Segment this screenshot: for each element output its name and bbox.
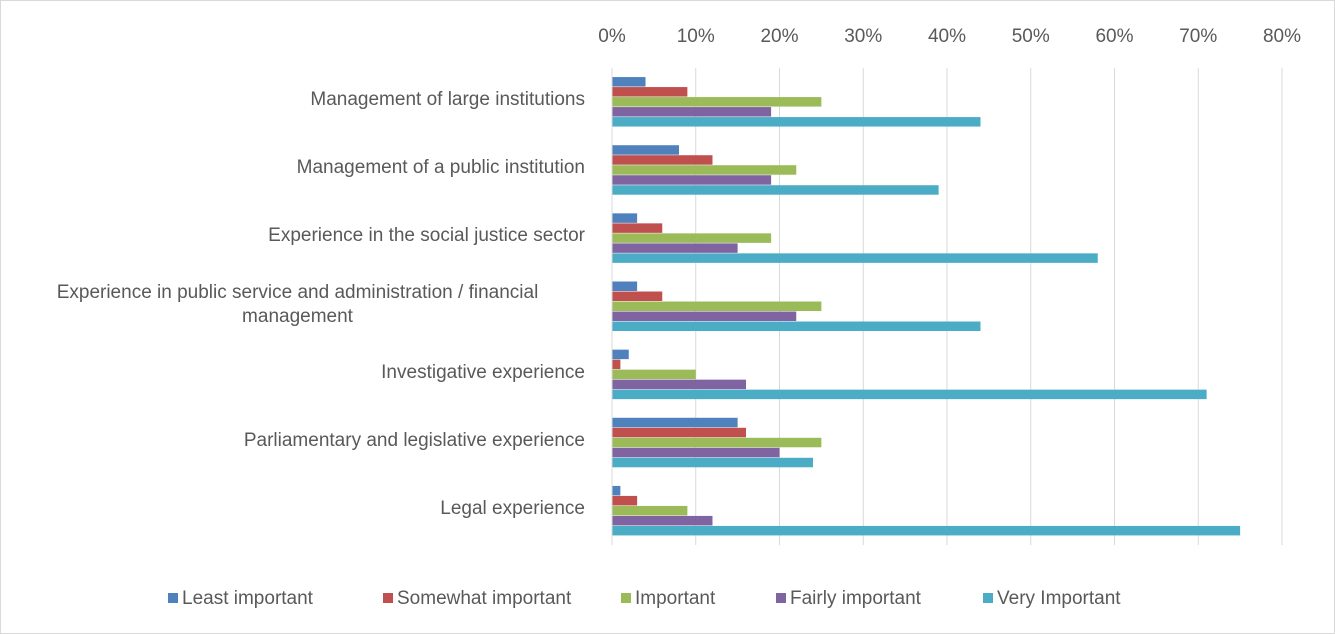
- category-text: Management of a public institution: [296, 157, 585, 179]
- bar: [612, 213, 638, 223]
- bar: [612, 349, 629, 360]
- bar: [612, 379, 746, 390]
- legend-swatch: [983, 593, 993, 603]
- bar: [612, 515, 713, 526]
- x-tick-label: 20%: [760, 26, 798, 47]
- legend-label: Somewhat important: [397, 588, 572, 609]
- bar: [612, 281, 638, 291]
- category-label: Experience in the social justice sector: [268, 224, 585, 248]
- category-label: Legal experience: [440, 497, 585, 521]
- bar: [612, 165, 797, 175]
- bar: [612, 447, 780, 458]
- legend-swatch: [168, 593, 178, 603]
- category-label: Investigative experience: [381, 361, 585, 385]
- legend-label: Least important: [182, 588, 314, 609]
- bar: [612, 77, 646, 87]
- bar: [612, 321, 981, 331]
- bar: [612, 117, 981, 127]
- x-tick-label: 70%: [1179, 26, 1217, 47]
- bar: [612, 457, 813, 468]
- bar: [612, 155, 713, 165]
- bar: [612, 505, 688, 516]
- category-label: Management of large institutions: [310, 88, 585, 112]
- x-tick-label: 80%: [1263, 26, 1301, 47]
- bar: [612, 233, 772, 243]
- bar: [612, 485, 621, 496]
- bar: [612, 253, 1098, 263]
- x-tick-label: 10%: [677, 26, 715, 47]
- bar: [612, 369, 696, 380]
- category-label: Experience in public service and adminis…: [10, 281, 585, 329]
- bar: [612, 417, 738, 428]
- bar: [612, 243, 738, 253]
- bar: [612, 107, 772, 117]
- bar: [612, 525, 1241, 536]
- bar: [612, 427, 746, 438]
- bar: [612, 301, 822, 311]
- bar: [612, 437, 822, 448]
- legend-swatch: [383, 593, 393, 603]
- bar: [612, 311, 797, 321]
- x-tick-label: 30%: [844, 26, 882, 47]
- x-tick-label: 60%: [1095, 26, 1133, 47]
- bar: [612, 359, 621, 370]
- x-tick-label: 40%: [928, 26, 966, 47]
- bar: [612, 495, 638, 506]
- category-text: Parliamentary and legislative experience: [243, 429, 585, 451]
- legend-swatch: [776, 593, 786, 603]
- category-text: Experience in the social justice sector: [268, 225, 585, 247]
- bar: [612, 87, 688, 97]
- x-tick-label: 0%: [598, 26, 626, 47]
- x-tick-label: 50%: [1012, 26, 1050, 47]
- category-label: Parliamentary and legislative experience: [244, 429, 585, 453]
- category-text: Investigative experience: [381, 361, 585, 383]
- bar: [612, 223, 663, 233]
- bar: [612, 389, 1207, 400]
- legend-label: Fairly important: [790, 588, 922, 609]
- bar: [612, 291, 663, 301]
- category-text: Management of large institutions: [310, 89, 585, 111]
- bar: [612, 175, 772, 185]
- category-text: Legal experience: [440, 497, 585, 519]
- legend-label: Important: [635, 588, 716, 609]
- bar: [612, 97, 822, 107]
- legend-swatch: [621, 593, 631, 603]
- bar: [612, 145, 679, 155]
- category-text: Experience in public service and adminis…: [56, 281, 539, 327]
- legend-label: Very Important: [997, 588, 1121, 609]
- category-label: Management of a public institution: [297, 156, 585, 180]
- bar: [612, 185, 939, 195]
